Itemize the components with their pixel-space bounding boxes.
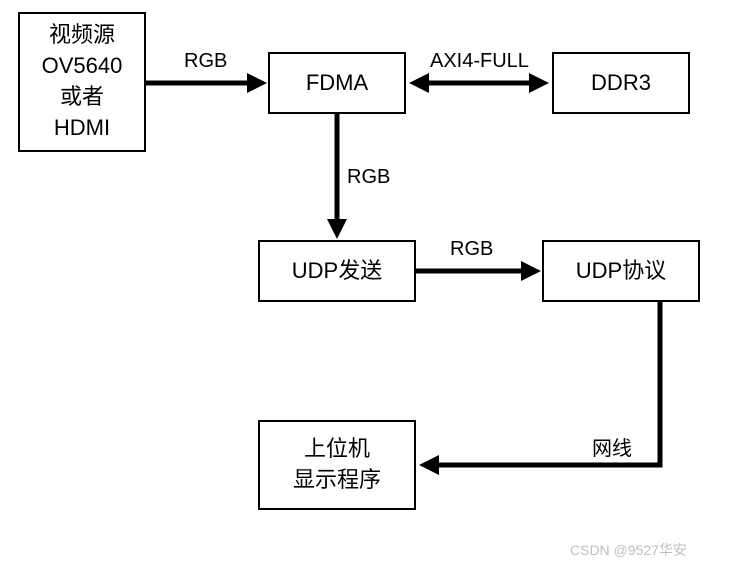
node-fdma-label: FDMA bbox=[306, 68, 368, 99]
node-udpsend: UDP发送 bbox=[258, 240, 416, 302]
node-ddr3: DDR3 bbox=[552, 52, 690, 114]
node-udpsend-label: UDP发送 bbox=[292, 256, 382, 287]
node-fdma: FDMA bbox=[268, 52, 406, 114]
node-host: 上位机 显示程序 bbox=[258, 420, 416, 510]
node-source: 视频源 OV5640 或者 HDMI bbox=[18, 12, 146, 152]
node-source-label: 视频源 OV5640 或者 HDMI bbox=[42, 20, 123, 143]
node-ddr3-label: DDR3 bbox=[591, 68, 651, 99]
node-udpproto: UDP协议 bbox=[542, 240, 700, 302]
edge-label-rgb2: RGB bbox=[347, 166, 390, 189]
watermark: CSDN @9527华安 bbox=[570, 540, 687, 560]
edge-label-rgb3: RGB bbox=[450, 238, 493, 261]
edge-label-rgb1: RGB bbox=[184, 50, 227, 73]
edge-label-netcable: 网线 bbox=[592, 432, 632, 461]
node-udpproto-label: UDP协议 bbox=[576, 256, 666, 287]
edge-label-axi4full: AXI4-FULL bbox=[430, 50, 529, 73]
node-host-label: 上位机 显示程序 bbox=[293, 434, 381, 496]
